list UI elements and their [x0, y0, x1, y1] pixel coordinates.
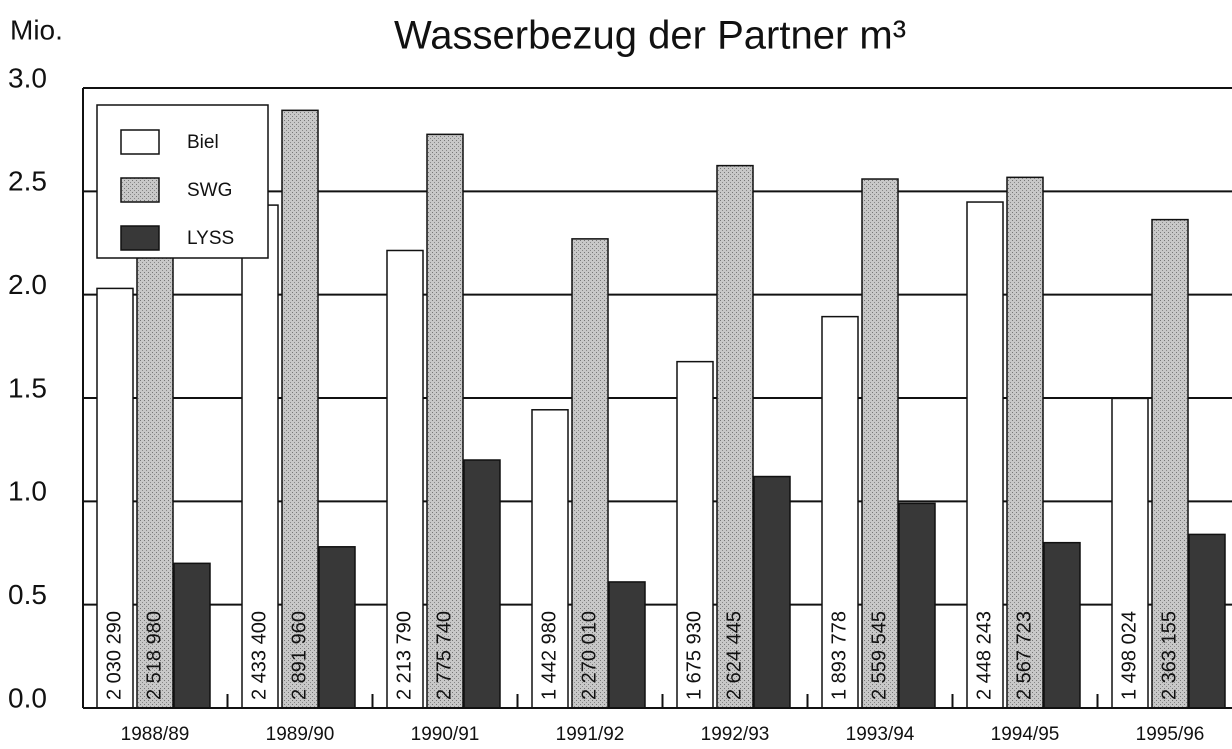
value-label: 2 624 445 [723, 611, 745, 700]
bar [318, 546, 356, 709]
bar [386, 249, 424, 709]
x-tick-label: 1991/92 [556, 724, 625, 745]
y-tick-label: 0.5 [8, 579, 47, 610]
legend-swatch [120, 177, 160, 203]
value-label: 2 891 960 [288, 611, 310, 700]
bar [898, 502, 936, 709]
value-label: 2 270 010 [578, 611, 600, 700]
y-tick-label: 2.5 [8, 166, 47, 197]
bar [753, 475, 791, 709]
x-tick-label: 1992/93 [701, 724, 770, 745]
y-axis-label: Mio. [10, 14, 63, 45]
bar [1111, 397, 1149, 709]
value-label: 2 567 723 [1013, 611, 1035, 700]
y-tick-label: 1.5 [8, 372, 47, 403]
chart-title: Wasserbezug der Partner m³ [394, 14, 906, 58]
bar [716, 164, 754, 709]
bar [173, 562, 211, 709]
value-label: 1 498 024 [1118, 611, 1140, 700]
x-tick-label: 1994/95 [991, 724, 1060, 745]
y-tick-label: 1.0 [8, 476, 47, 507]
x-tick-label: 1988/89 [121, 724, 190, 745]
bar [571, 238, 609, 709]
value-label: 2 775 740 [433, 611, 455, 700]
value-label: 1 893 778 [828, 611, 850, 700]
bar [1188, 533, 1226, 709]
bar [608, 581, 646, 709]
bar [861, 178, 899, 709]
bar [463, 459, 501, 709]
value-label: 1 442 980 [538, 611, 560, 700]
bar [281, 109, 319, 709]
legend-label: SWG [187, 180, 232, 201]
value-label: 2 213 790 [393, 611, 415, 700]
bar [96, 287, 134, 709]
value-label: 2 559 545 [868, 611, 890, 700]
bar [531, 409, 569, 709]
bar [241, 204, 279, 709]
value-label: 1 675 930 [683, 611, 705, 700]
x-tick-label: 1990/91 [411, 724, 480, 745]
x-tick-label: 1995/96 [1136, 724, 1205, 745]
legend-swatch [120, 129, 160, 155]
legend-label: Biel [187, 132, 219, 153]
bar [1043, 541, 1081, 709]
bar [136, 186, 174, 709]
bar [426, 133, 464, 709]
y-tick-label: 0.0 [8, 682, 47, 713]
y-tick-label: 3.0 [8, 62, 47, 93]
value-label: 2 030 290 [103, 611, 125, 700]
value-label: 2 448 243 [973, 611, 995, 700]
y-tick-label: 2.0 [8, 269, 47, 300]
x-tick-label: 1993/94 [846, 724, 915, 745]
value-label: 2 518 980 [143, 611, 165, 700]
legend-label: LYSS [187, 228, 234, 249]
x-tick-label: 1989/90 [266, 724, 335, 745]
value-label: 2 363 155 [1158, 611, 1180, 700]
legend-swatch [120, 225, 160, 251]
bar [1006, 176, 1044, 709]
value-label: 2 433 400 [248, 611, 270, 700]
